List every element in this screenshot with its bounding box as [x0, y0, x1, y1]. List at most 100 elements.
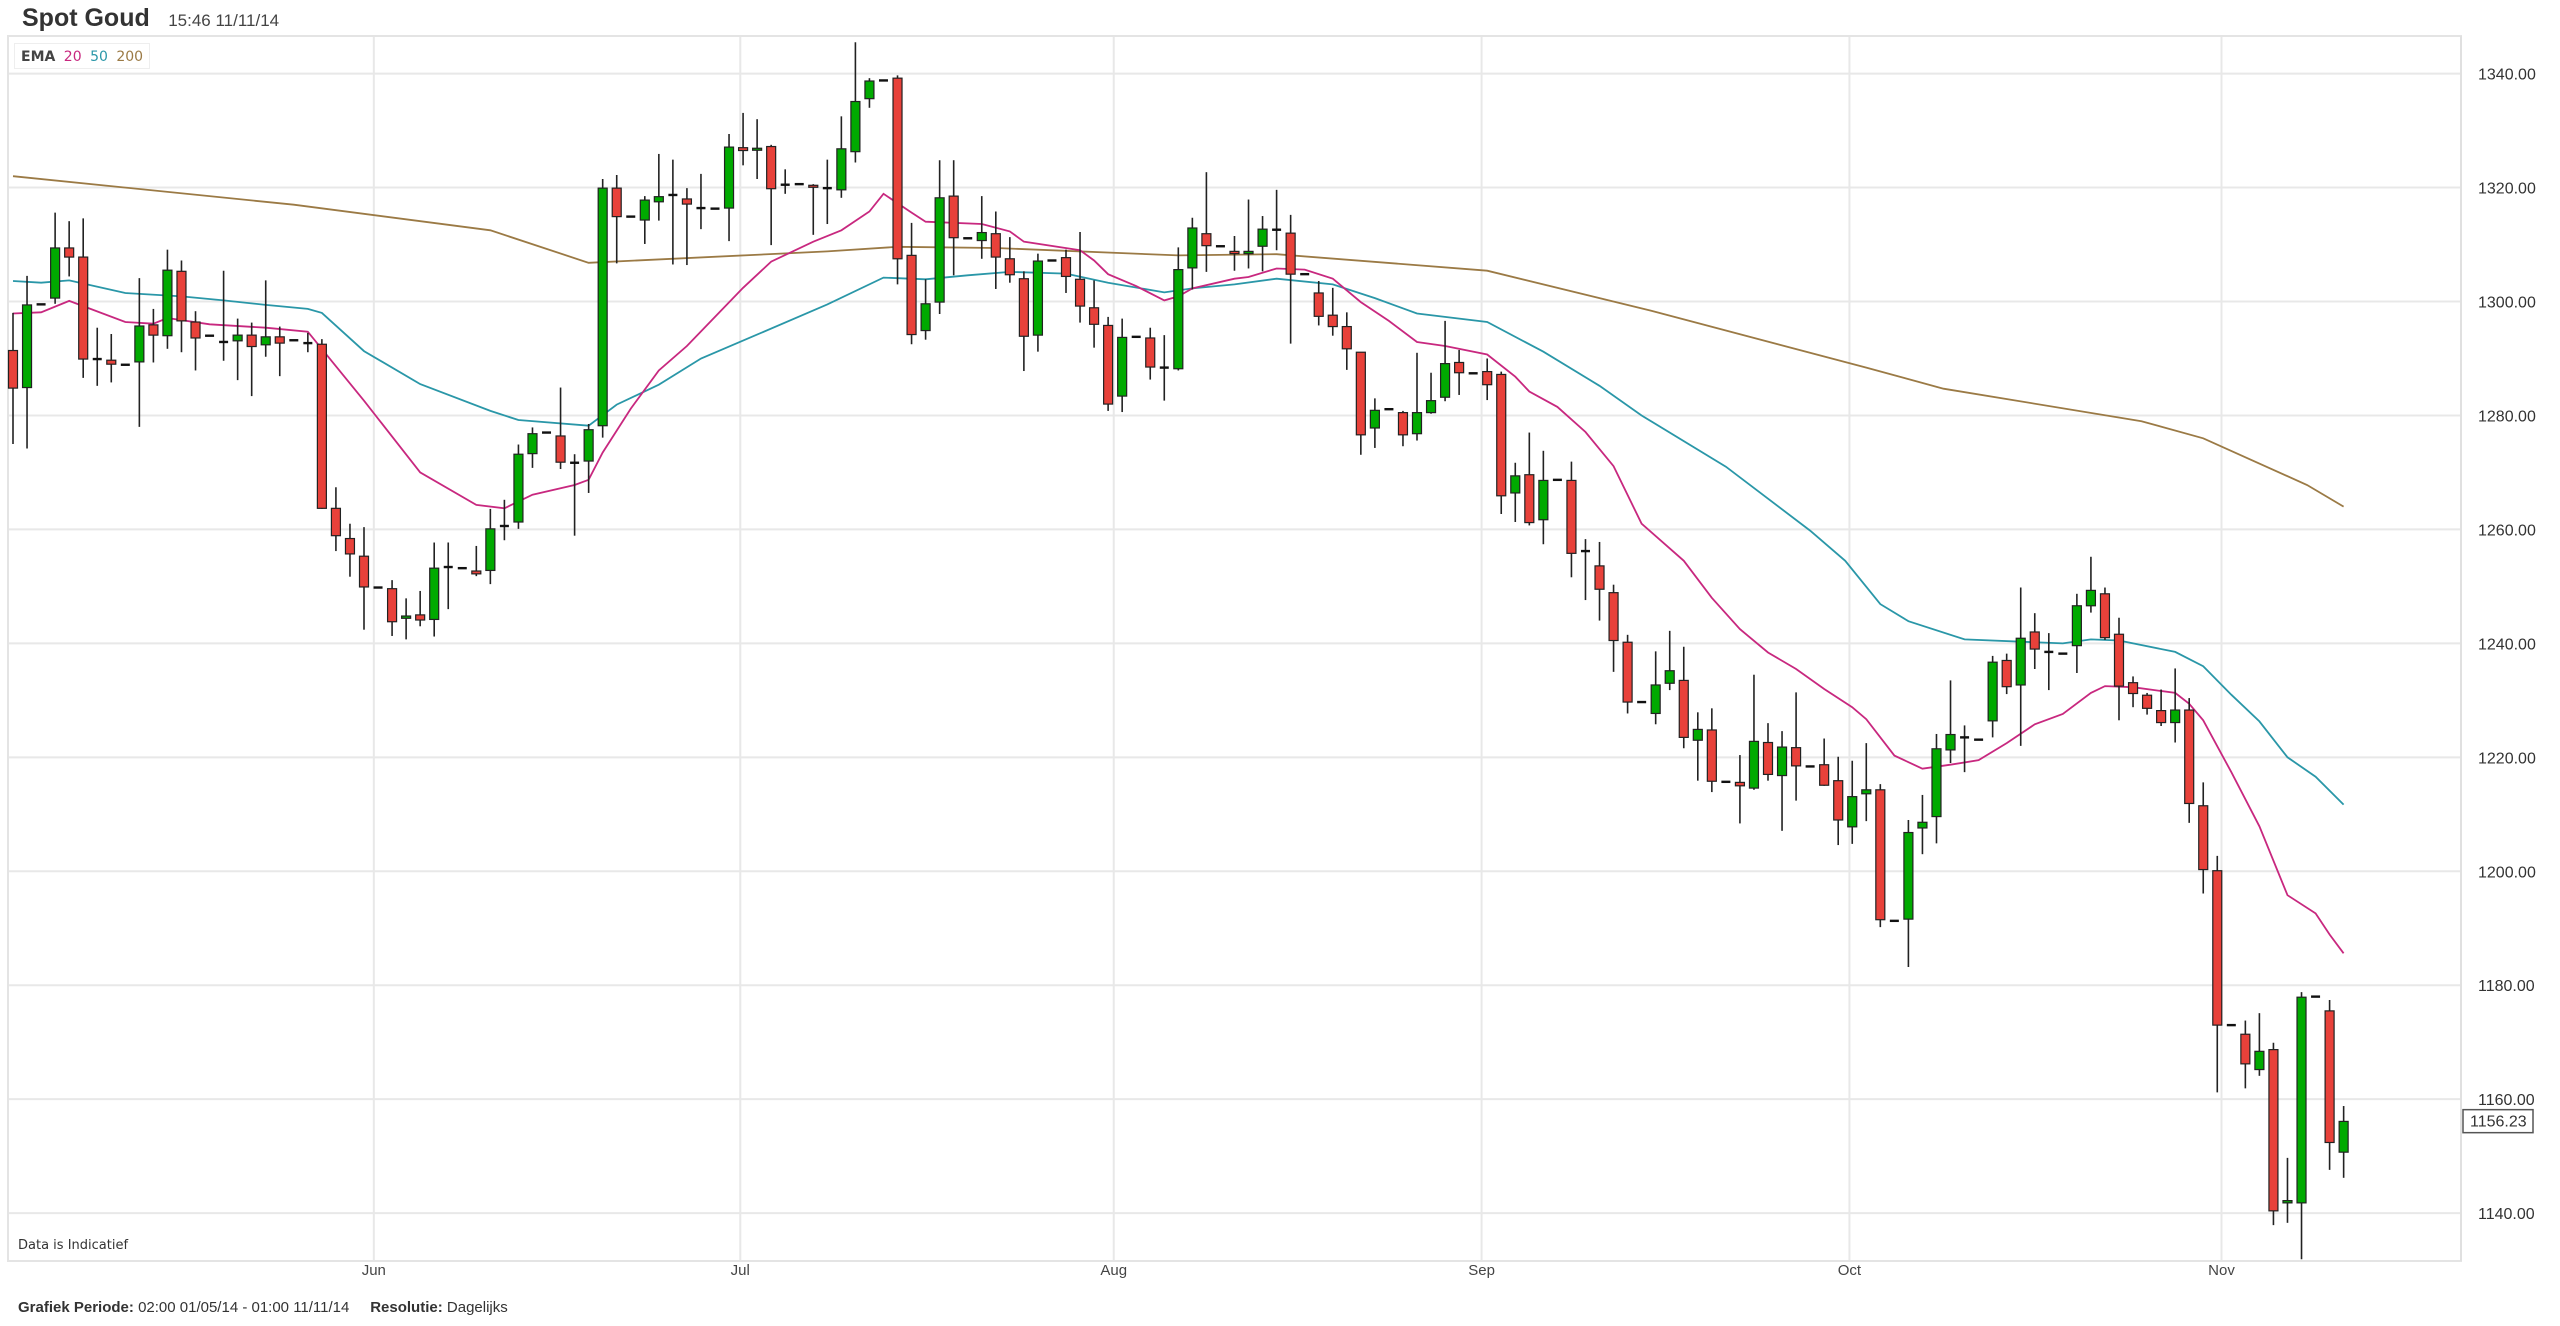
ema-legend[interactable]: EMA 20 50 200 — [14, 43, 150, 69]
candle — [1833, 756, 1844, 846]
candle-body-down — [1285, 232, 1296, 275]
candle-body-down — [2240, 1033, 2251, 1065]
candle — [1706, 708, 1717, 793]
candle — [723, 134, 735, 242]
candle-doji — [1721, 780, 1731, 784]
candle-body-up — [1243, 250, 1254, 255]
candle-body-down — [2001, 659, 2012, 688]
candle — [1664, 630, 1675, 691]
candle-doji — [92, 357, 102, 361]
candle-body-down — [1819, 764, 1830, 786]
candle-doji — [1468, 372, 1478, 375]
legend-ema50[interactable]: 50 — [90, 49, 108, 65]
candle — [2099, 587, 2111, 640]
candle-body-down — [246, 334, 257, 348]
candle — [808, 184, 819, 235]
candle — [527, 427, 538, 468]
candle — [401, 598, 412, 640]
candle — [1088, 280, 1100, 348]
legend-ema20[interactable]: 20 — [63, 49, 82, 65]
candle-body-down — [190, 321, 201, 339]
candle-body-down — [1018, 278, 1029, 337]
y-tick-label: 1140.00 — [2478, 1206, 2535, 1223]
x-tick-label: Aug — [1100, 1262, 1127, 1279]
candle-doji — [2311, 995, 2321, 998]
period-value: 02:00 01/05/14 - 01:00 11/11/14 — [138, 1299, 350, 1316]
candle — [1622, 634, 1633, 714]
candle-body-down — [2184, 709, 2195, 805]
candle-body-down — [1103, 324, 1114, 405]
candle-body-down — [1145, 337, 1156, 368]
candle-body-down — [1355, 351, 1366, 436]
candle-body-up — [1650, 684, 1661, 715]
candle-body-up — [1510, 475, 1521, 494]
candle-doji — [36, 303, 46, 306]
candle — [50, 212, 61, 304]
candle-body-down — [892, 77, 903, 260]
candle — [681, 188, 693, 266]
candle-body-up — [1917, 821, 1928, 829]
candle-body-up — [1173, 269, 1184, 370]
candle — [219, 270, 229, 361]
candle — [2071, 593, 2082, 673]
x-tick-label: Sep — [1468, 1262, 1495, 1279]
candle — [1243, 199, 1254, 269]
candle — [373, 586, 383, 589]
candle-body-down — [1229, 250, 1240, 255]
candle-body-up — [752, 147, 763, 151]
candle-doji — [1300, 272, 1310, 276]
x-tick-label: Jul — [731, 1262, 750, 1279]
candle — [2085, 556, 2097, 613]
candle — [570, 454, 580, 536]
candle — [1215, 245, 1225, 248]
candle — [1047, 259, 1057, 262]
candle-body-down — [1706, 729, 1717, 782]
candle-body-down — [766, 145, 777, 190]
candle-body-down — [64, 247, 75, 258]
candle-doji — [542, 431, 552, 434]
last-price-label: 1156.23 — [2470, 1114, 2527, 1131]
candle — [1313, 281, 1324, 326]
candle-doji — [120, 363, 130, 366]
candle — [1903, 820, 1914, 967]
candle-doji — [499, 524, 509, 528]
x-tick-label: Jun — [362, 1262, 386, 1279]
candle-body-up — [836, 148, 847, 191]
candle — [2029, 613, 2040, 670]
candle-body-down — [386, 588, 398, 623]
candle-body-up — [2254, 1050, 2265, 1071]
candle — [2184, 698, 2195, 823]
candle — [1074, 232, 1086, 323]
candle — [1861, 743, 1872, 822]
legend-ema-label: EMA — [21, 49, 56, 65]
candle — [176, 260, 187, 353]
candle — [1608, 584, 1619, 672]
candle — [303, 332, 313, 353]
candle-doji — [710, 207, 720, 210]
candle — [1272, 189, 1282, 251]
candle-body-down — [176, 270, 187, 322]
candle — [864, 78, 875, 108]
candle-body-up — [527, 433, 538, 455]
candle-doji — [668, 193, 678, 197]
candle — [457, 566, 467, 570]
candle-body-down — [1622, 641, 1633, 703]
candle — [668, 159, 678, 265]
candle-body-up — [1903, 831, 1914, 920]
candle-body-up — [2296, 996, 2307, 1204]
candle — [1173, 247, 1184, 371]
candle — [626, 215, 636, 218]
candle — [1790, 692, 1802, 801]
candle-doji — [963, 237, 973, 240]
candle-body-up — [1369, 409, 1380, 429]
legend-ema200[interactable]: 200 — [116, 49, 144, 65]
candle — [583, 424, 594, 493]
candle-body-down — [906, 254, 917, 336]
y-tick-label: 1260.00 — [2478, 522, 2536, 539]
candle-body-down — [7, 349, 19, 389]
candle-body-down — [2029, 631, 2040, 650]
candles — [7, 42, 2349, 1260]
candle-body-up — [850, 100, 861, 153]
candle-doji — [1272, 228, 1282, 231]
